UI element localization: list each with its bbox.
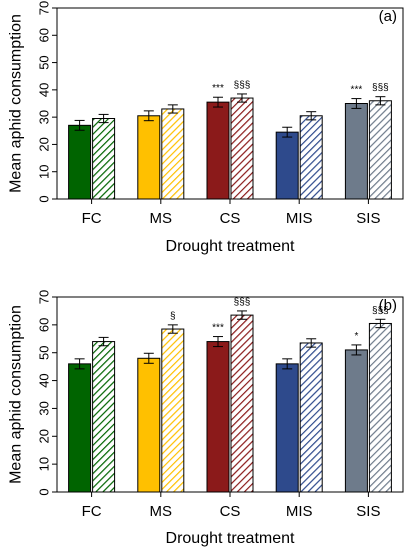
y-tick-label: 40 xyxy=(37,83,52,97)
significance-label: *** xyxy=(212,323,224,334)
chart-panel-2: 0 10 20 30 40 50 60 70 Mean aphid consumption (b)… xyxy=(8,290,404,547)
significance-label: §§§ xyxy=(372,83,389,94)
y-tick-label: 0 xyxy=(37,488,52,495)
x-tick-label: FC xyxy=(82,210,102,227)
bar xyxy=(161,108,185,200)
bar xyxy=(275,131,299,200)
significance-label: §§§ xyxy=(234,80,251,91)
bar xyxy=(368,322,392,493)
bar xyxy=(344,103,368,200)
bar xyxy=(230,314,254,493)
x-tick-label: MS xyxy=(150,503,173,520)
bar xyxy=(161,328,185,493)
x-tick-label: SIS xyxy=(356,503,380,520)
y-tick-label: 20 xyxy=(37,429,52,443)
bar xyxy=(206,101,230,200)
significance-label: § xyxy=(170,311,176,322)
significance-label: *** xyxy=(351,85,363,96)
y-tick-label: 70 xyxy=(37,290,52,304)
y-tick-label: 10 xyxy=(37,457,52,471)
bar xyxy=(299,115,323,200)
y-tick-label: 10 xyxy=(37,164,52,178)
bar xyxy=(68,124,92,200)
x-tick-label: MIS xyxy=(286,210,313,227)
significance-label: *** xyxy=(212,83,224,94)
y-tick-label: 30 xyxy=(37,110,52,124)
x-tick-label: CS xyxy=(220,210,241,227)
significance-label: §§§ xyxy=(234,297,251,308)
x-axis-label: Drought treatment xyxy=(166,530,296,547)
y-tick-label: 50 xyxy=(37,345,52,359)
bar xyxy=(230,97,254,200)
x-tick-label: MIS xyxy=(286,503,313,520)
chart-panel-1: 0 10 20 30 40 50 60 70 Mean aphid consumption (a)… xyxy=(8,1,404,255)
y-tick-label: 20 xyxy=(37,137,52,151)
panel-label: (b) xyxy=(379,297,397,314)
x-tick-label: FC xyxy=(82,503,102,520)
bar xyxy=(299,342,323,493)
bar xyxy=(206,341,230,493)
bar xyxy=(92,341,116,493)
y-tick-label: 0 xyxy=(37,195,52,202)
y-tick-label: 60 xyxy=(37,28,52,42)
bar xyxy=(344,349,368,493)
x-tick-label: MS xyxy=(150,210,173,227)
y-tick-label: 40 xyxy=(37,373,52,387)
y-axis-label: Mean aphid consumption xyxy=(8,14,25,193)
y-tick-label: 50 xyxy=(37,55,52,69)
bar xyxy=(137,357,161,493)
y-tick-label: 30 xyxy=(37,401,52,415)
bar xyxy=(137,115,161,200)
y-axis-label: Mean aphid consumption xyxy=(8,305,25,484)
significance-label: * xyxy=(354,331,358,342)
bar xyxy=(275,363,299,493)
x-tick-label: CS xyxy=(220,503,241,520)
bar xyxy=(368,100,392,200)
x-axis-label: Drought treatment xyxy=(166,238,296,255)
panel-label: (a) xyxy=(379,8,397,25)
y-tick-label: 60 xyxy=(37,318,52,332)
significance-label: §§§ xyxy=(372,305,389,316)
bar xyxy=(92,118,116,200)
bar xyxy=(68,363,92,493)
y-tick-label: 70 xyxy=(37,1,52,15)
x-tick-label: SIS xyxy=(356,210,380,227)
